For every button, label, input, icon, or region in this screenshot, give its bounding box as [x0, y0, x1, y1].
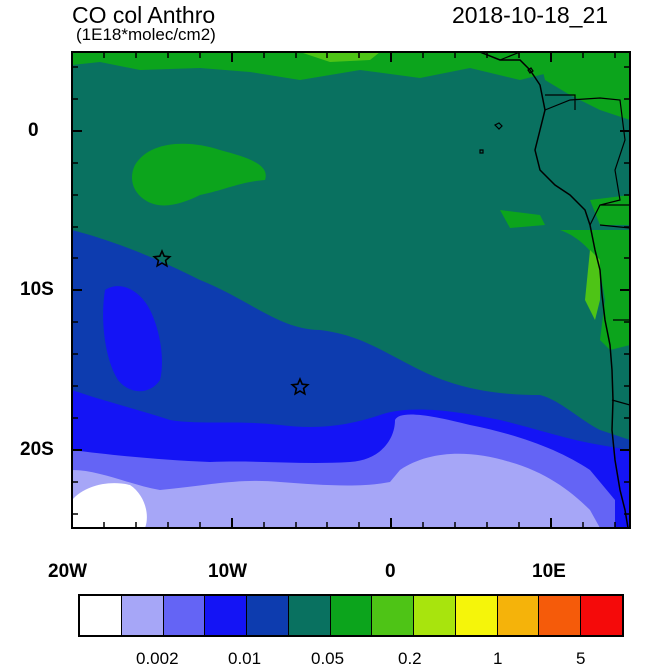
- field-white: [72, 483, 147, 528]
- field-east-green2: [590, 195, 630, 225]
- x-ticks: [71, 52, 552, 528]
- colorbar-label-005: 0.05: [311, 649, 345, 668]
- colorbar-swatch: [581, 596, 622, 635]
- colorbar-swatch: [372, 596, 415, 635]
- y-tick-label-10s: 10S: [20, 279, 54, 300]
- map-datetime: 2018-10-18_21: [452, 2, 609, 28]
- colorbar-swatch: [288, 596, 331, 635]
- y-tick-label-20s: 20S: [20, 439, 54, 460]
- y-minor-ticks: [72, 66, 630, 515]
- field-brightblue-1: [103, 286, 162, 392]
- island-3: [479, 149, 484, 154]
- field-land-lightgreen: [585, 250, 600, 320]
- x-minor-ticks: [103, 52, 616, 528]
- x-tick-label-10w: 10W: [208, 561, 248, 582]
- colorbar-swatch: [247, 596, 289, 635]
- colorbar-swatch: [455, 596, 498, 635]
- y-tick-label-0: 0: [28, 120, 39, 141]
- colorbar-swatch: [414, 596, 456, 635]
- field-midgreen: [500, 210, 545, 228]
- colorbar: [78, 594, 624, 637]
- colorbar-swatch: [80, 596, 122, 635]
- field-north-lightgreen: [300, 52, 380, 62]
- x-tick-label-0: 0: [385, 561, 396, 582]
- colorbar-swatch: [497, 596, 540, 635]
- colorbar-label-5: 5: [576, 649, 586, 668]
- island-2: [527, 67, 534, 74]
- colorbar-swatch: [205, 596, 248, 635]
- island-1: [493, 122, 503, 130]
- x-tick-label-20w: 20W: [48, 561, 88, 582]
- colorbar-swatch: [539, 596, 582, 635]
- map-title: CO col Anthro: [72, 2, 216, 28]
- map-units: (1E18*molec/cm2): [76, 25, 216, 44]
- marker-star-2: [290, 376, 310, 396]
- colorbar-label-02: 0.2: [398, 649, 422, 668]
- colorbar-swatch: [163, 596, 206, 635]
- colorbar-swatch: [330, 596, 373, 635]
- field-green-patch: [132, 143, 266, 206]
- field-land-green: [560, 230, 630, 350]
- field-north-green: [72, 52, 630, 80]
- colorbar-label-0002: 0.002: [136, 649, 179, 668]
- field-east-green: [540, 55, 630, 120]
- colorbar-label-001: 0.01: [228, 649, 262, 668]
- colorbar-label-1: 1: [493, 649, 503, 668]
- marker-star-1: [152, 248, 172, 268]
- x-tick-label-10e: 10E: [532, 561, 566, 582]
- y-ticks: [72, 130, 630, 451]
- country-borders: [499, 52, 630, 406]
- field-lightblue: [72, 453, 600, 528]
- colorbar-swatch: [121, 596, 164, 635]
